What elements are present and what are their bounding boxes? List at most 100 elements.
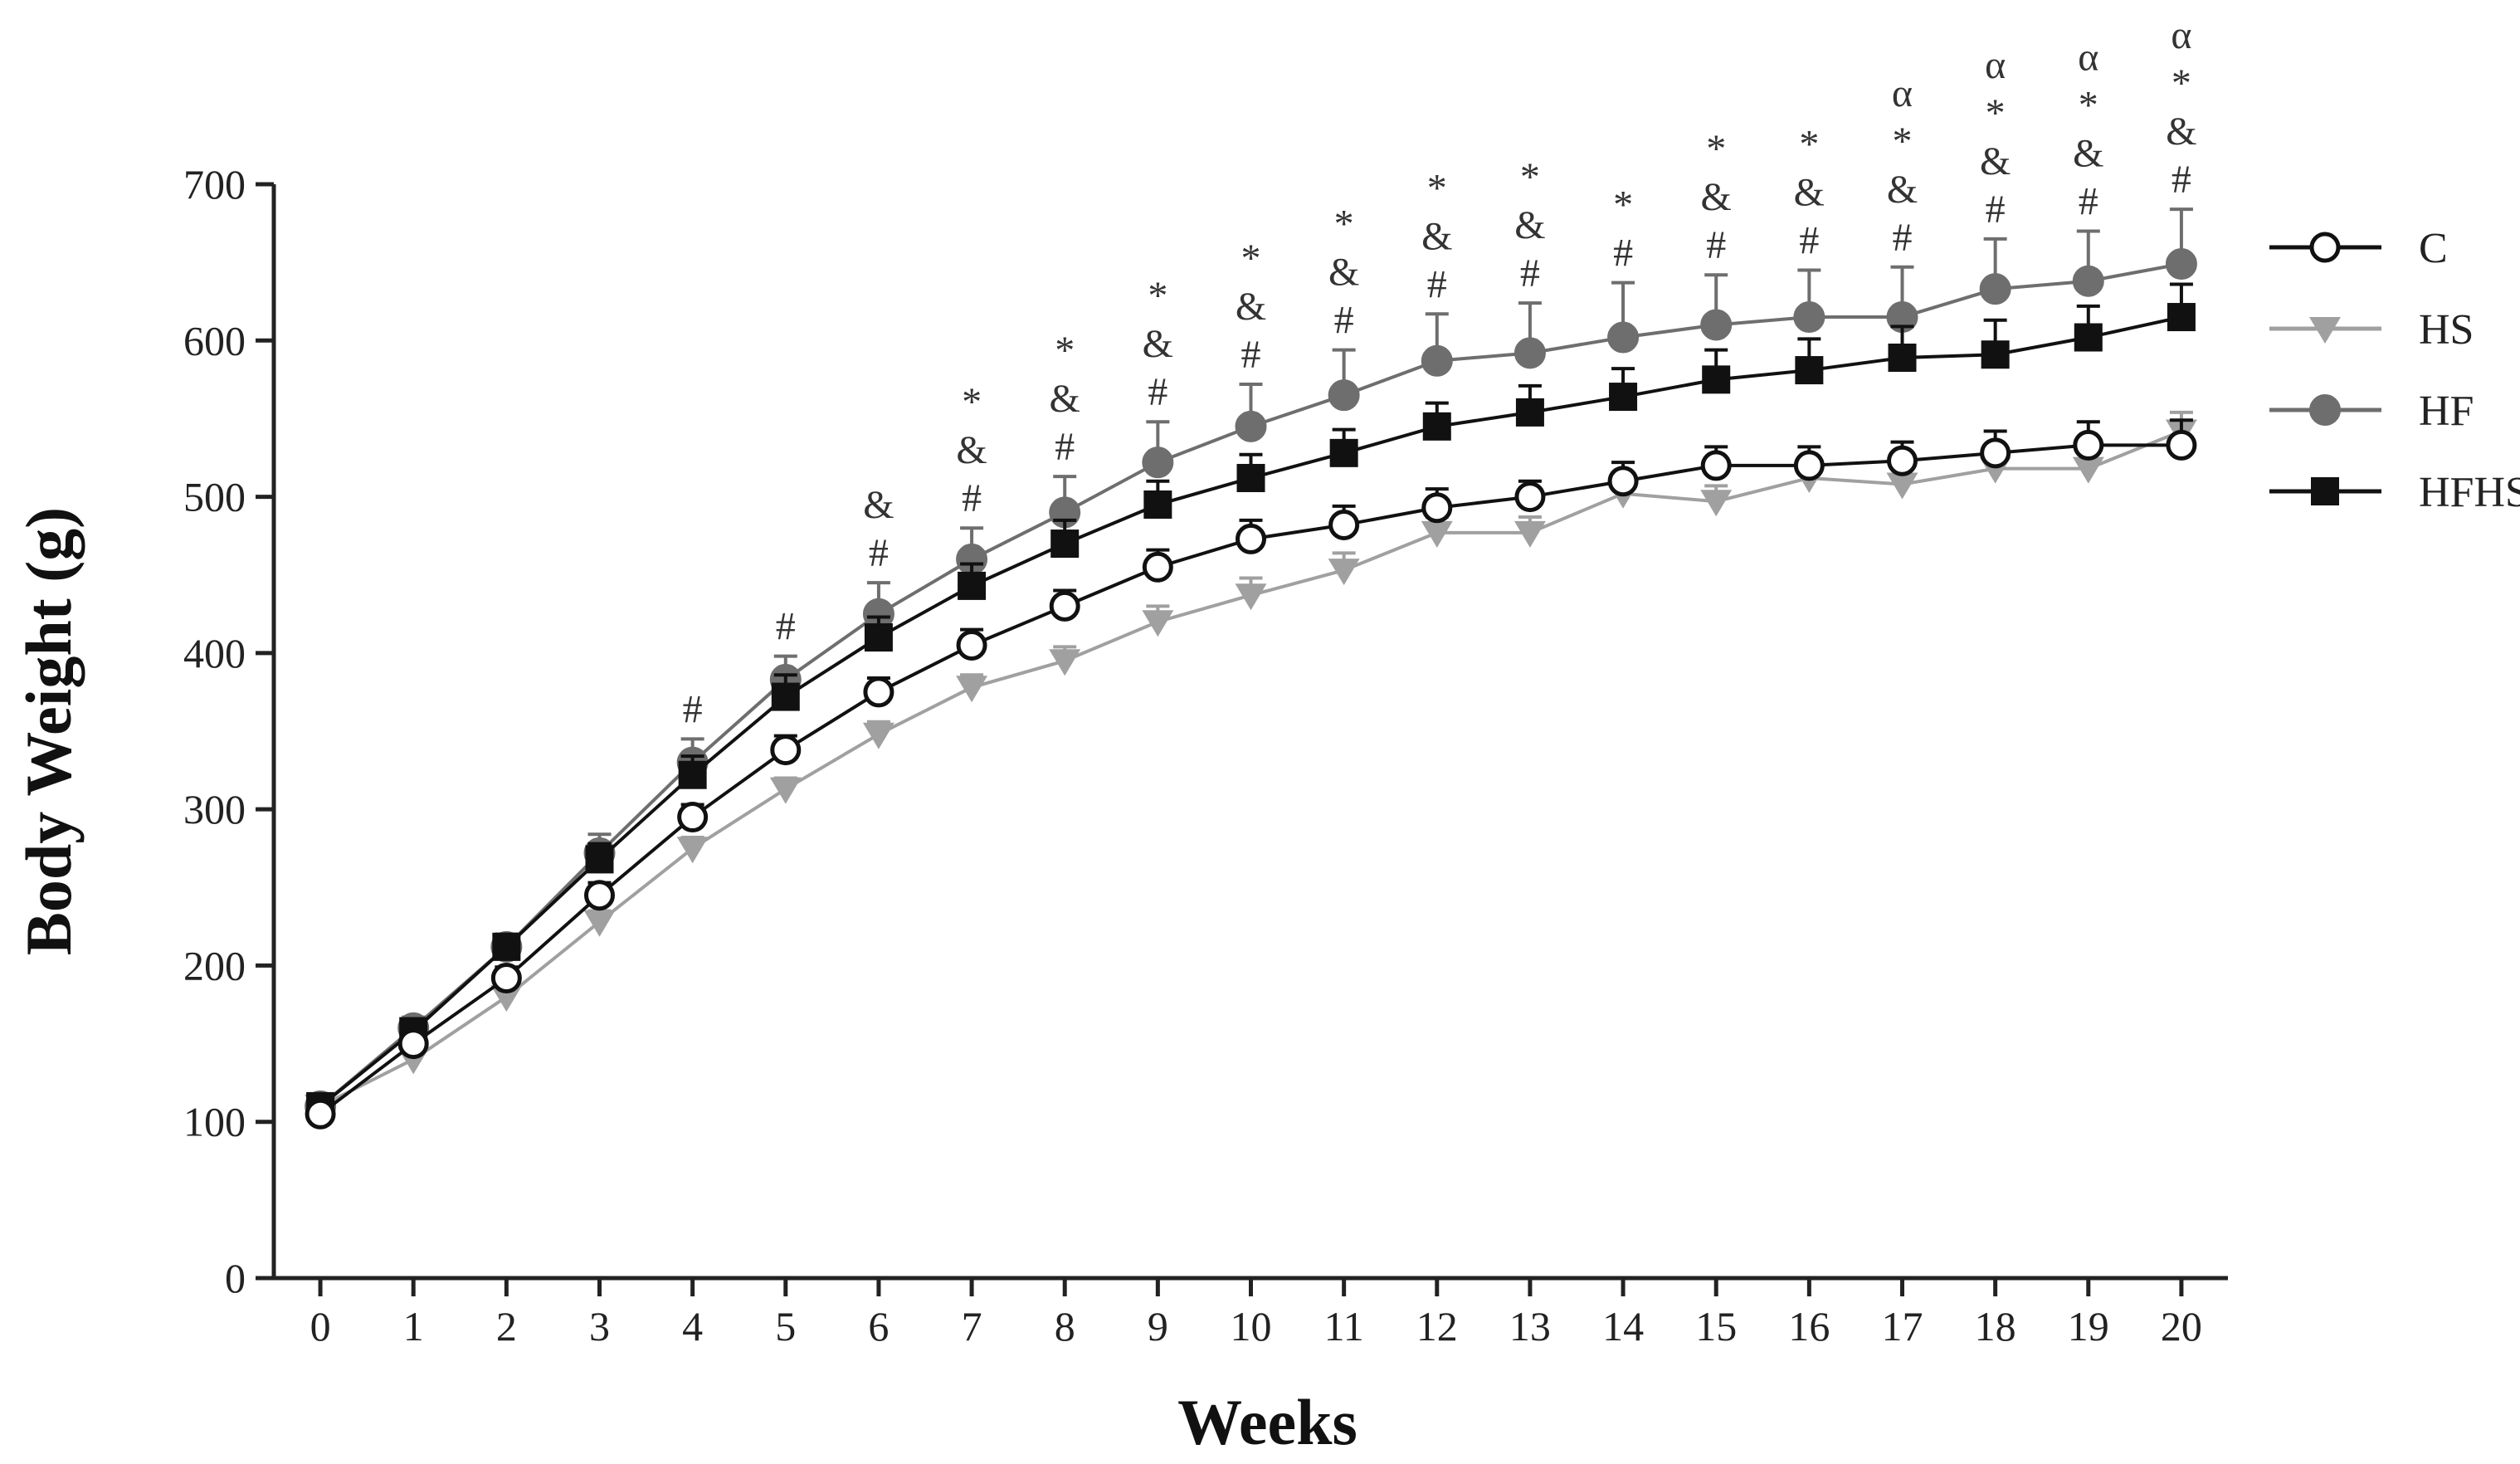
legend-item-hf: HF (2269, 388, 2474, 435)
data-point (678, 760, 707, 789)
y-tick-label: 100 (183, 1099, 246, 1145)
x-axis-title: Weeks (1177, 1386, 1357, 1458)
data-point (1236, 523, 1266, 554)
data-point (956, 629, 987, 661)
legend-marker (2309, 232, 2341, 263)
data-point (1142, 610, 1174, 637)
data-point (1328, 509, 1360, 540)
significance-label: & (2166, 110, 2196, 154)
data-point (1422, 412, 1451, 441)
data-point (1981, 340, 2010, 369)
significance-label: & (2073, 131, 2103, 175)
x-tick-label: 16 (1788, 1303, 1830, 1349)
significance-label: * (2079, 83, 2098, 127)
significance-label: * (1613, 183, 1633, 227)
x-tick-label: 15 (1695, 1303, 1737, 1349)
legend-label: HF (2419, 388, 2474, 435)
y-tick-label: 600 (183, 317, 246, 364)
significance-label: α (2171, 13, 2191, 57)
significance-label: * (1241, 237, 1261, 281)
significance-label: & (1514, 203, 1545, 247)
significance-label: * (1334, 203, 1354, 246)
data-point (583, 910, 616, 937)
data-point (490, 985, 523, 1013)
data-point (1049, 649, 1081, 676)
significance-label: & (1794, 171, 1825, 215)
data-point (1515, 398, 1544, 427)
significance-label: * (1520, 155, 1540, 199)
data-point (1886, 472, 1918, 500)
significance-label: # (962, 476, 982, 520)
significance-label: * (1706, 127, 1726, 171)
data-point (1049, 590, 1080, 622)
data-point (1328, 379, 1360, 412)
significance-label: & (1980, 139, 2011, 183)
x-tick-label: 9 (1148, 1303, 1168, 1349)
data-point (1514, 481, 1546, 513)
significance-label: & (1328, 251, 1359, 295)
significance-label: # (1427, 262, 1447, 306)
data-point (863, 676, 894, 708)
data-point (2167, 303, 2196, 332)
data-point (397, 1028, 429, 1060)
data-point (1513, 337, 1546, 369)
legend-item-c: C (2269, 225, 2448, 272)
significance-label: * (962, 380, 982, 424)
data-point (769, 777, 802, 804)
data-point (864, 623, 893, 652)
y-tick-label: 0 (225, 1255, 246, 1301)
data-point (1700, 450, 1732, 481)
series-layer (305, 207, 2197, 1130)
x-tick-label: 0 (310, 1303, 331, 1349)
data-point (2165, 248, 2197, 281)
data-point (771, 682, 800, 711)
x-tick-label: 8 (1055, 1303, 1075, 1349)
significance-label: α (2078, 35, 2098, 79)
y-tick-label: 700 (183, 161, 246, 207)
x-tick-label: 17 (1882, 1303, 1923, 1349)
y-tick-label: 500 (183, 474, 246, 520)
x-tick-label: 11 (1324, 1303, 1364, 1349)
x-tick-label: 1 (403, 1303, 424, 1349)
significance-label: # (869, 531, 889, 575)
legend-item-hs: HS (2269, 306, 2474, 354)
series-c (305, 418, 2197, 1130)
data-point (1700, 490, 1733, 517)
x-tick-label: 3 (589, 1303, 610, 1349)
data-point (585, 845, 614, 874)
legend-marker (2311, 477, 2339, 505)
y-tick-label: 200 (183, 942, 246, 988)
data-point (1328, 559, 1360, 586)
data-point (2072, 265, 2104, 297)
data-point (862, 722, 894, 749)
data-point (1421, 492, 1453, 524)
data-point (2073, 429, 2104, 461)
data-point (1887, 445, 1918, 476)
legend-marker (2309, 317, 2341, 344)
data-point (1513, 520, 1546, 548)
significance-label: & (1701, 175, 1732, 219)
data-point (677, 802, 709, 833)
significance-label: # (1148, 370, 1167, 414)
data-point (1607, 466, 1639, 497)
data-point (956, 676, 988, 703)
data-point (1235, 583, 1267, 611)
data-point (1888, 343, 1917, 372)
y-tick-label: 400 (183, 630, 246, 676)
significance-label: # (1055, 425, 1075, 469)
significance-label: # (1334, 299, 1354, 343)
data-point (1793, 450, 1825, 481)
legend: C HS HF HFHS (2269, 225, 2520, 516)
data-point (1980, 437, 2011, 469)
legend-label: HFHS (2419, 469, 2520, 516)
x-tick-label: 5 (775, 1303, 796, 1349)
significance-label: * (1893, 120, 1913, 163)
significance-label: # (1799, 219, 1819, 263)
significance-label: * (1799, 123, 1819, 167)
data-point (1236, 463, 1265, 492)
x-tick-label: 7 (962, 1303, 982, 1349)
data-point (1235, 410, 1267, 442)
data-point (1050, 529, 1080, 559)
